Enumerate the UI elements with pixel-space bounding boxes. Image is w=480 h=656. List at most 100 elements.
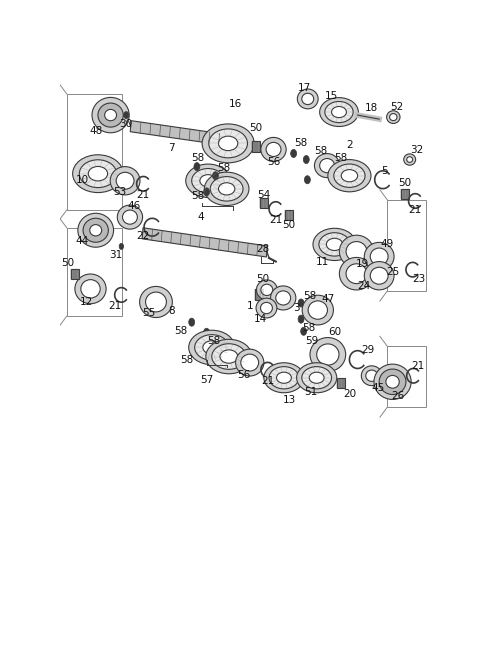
Text: 44: 44 [75,236,88,247]
Text: 30: 30 [120,119,133,129]
Ellipse shape [204,172,249,205]
Text: 46: 46 [128,201,141,211]
Ellipse shape [78,213,114,247]
Circle shape [189,318,195,326]
Ellipse shape [297,89,318,109]
Text: 58: 58 [217,163,230,173]
Text: 58: 58 [191,153,204,163]
Ellipse shape [116,173,134,189]
Text: 21: 21 [261,376,274,386]
Ellipse shape [386,375,399,388]
Text: 21: 21 [108,301,122,311]
Ellipse shape [200,174,216,187]
Ellipse shape [325,102,353,123]
Polygon shape [130,121,229,146]
Text: 21: 21 [269,215,282,225]
Ellipse shape [370,248,388,265]
Text: 51: 51 [304,387,317,397]
Text: 11: 11 [316,256,329,266]
Text: 58: 58 [180,354,193,365]
Ellipse shape [79,160,117,188]
Ellipse shape [379,369,406,394]
Text: 49: 49 [380,239,393,249]
Text: 17: 17 [298,83,312,92]
Ellipse shape [92,97,129,133]
Ellipse shape [332,106,347,117]
Text: 2: 2 [346,140,353,150]
Circle shape [194,163,200,171]
Text: 1: 1 [246,301,253,311]
Ellipse shape [256,280,277,300]
Text: 22: 22 [136,232,149,241]
Text: 29: 29 [361,346,375,356]
Ellipse shape [83,218,108,242]
Text: 50: 50 [250,123,263,133]
Ellipse shape [72,155,123,193]
Ellipse shape [334,164,365,188]
Circle shape [204,328,210,337]
Text: 12: 12 [80,297,94,307]
Text: 55: 55 [143,308,156,318]
Circle shape [304,176,311,184]
Bar [67,94,122,210]
Text: 15: 15 [325,91,338,102]
Text: 50: 50 [61,258,75,268]
Circle shape [303,155,309,163]
Ellipse shape [264,363,304,393]
Text: 23: 23 [412,274,425,284]
Text: 13: 13 [283,395,296,405]
Bar [337,378,345,388]
Bar [387,346,426,407]
Text: 50: 50 [282,220,295,230]
Text: 32: 32 [410,146,424,155]
Text: 60: 60 [329,327,342,337]
Ellipse shape [366,370,378,381]
Ellipse shape [326,238,343,251]
Ellipse shape [218,183,235,195]
Ellipse shape [276,291,290,305]
Ellipse shape [192,169,225,193]
Ellipse shape [297,363,337,393]
Ellipse shape [374,364,411,400]
Ellipse shape [346,241,367,261]
Ellipse shape [308,301,327,319]
Text: 58: 58 [303,291,317,301]
Text: 16: 16 [229,99,242,109]
Ellipse shape [328,159,371,192]
Text: 48: 48 [90,126,103,136]
Text: 54: 54 [257,190,271,200]
Ellipse shape [407,157,413,163]
Bar [260,198,268,208]
Ellipse shape [341,170,358,182]
Ellipse shape [206,339,252,374]
Text: 47: 47 [321,294,335,304]
Text: 58: 58 [191,191,204,201]
Text: 28: 28 [256,245,269,255]
Ellipse shape [370,267,388,284]
Bar [254,289,263,300]
Bar [252,141,260,152]
Ellipse shape [269,367,299,389]
Ellipse shape [313,228,356,260]
Ellipse shape [212,344,246,369]
Circle shape [298,315,304,323]
Text: 53: 53 [114,187,127,197]
Text: 50: 50 [256,274,269,284]
Ellipse shape [209,129,248,158]
Ellipse shape [261,284,273,295]
Ellipse shape [261,302,273,314]
Text: 50: 50 [399,178,412,188]
Text: 21: 21 [136,190,149,200]
Text: 25: 25 [387,267,400,277]
Bar [401,189,409,199]
Ellipse shape [236,349,264,376]
Ellipse shape [361,366,382,386]
Text: 5: 5 [381,166,388,176]
Text: 56: 56 [268,157,281,167]
Ellipse shape [105,110,117,121]
Ellipse shape [320,98,359,127]
Circle shape [119,243,124,249]
Text: 58: 58 [175,326,188,337]
Ellipse shape [319,233,350,256]
Text: 7: 7 [168,144,175,154]
